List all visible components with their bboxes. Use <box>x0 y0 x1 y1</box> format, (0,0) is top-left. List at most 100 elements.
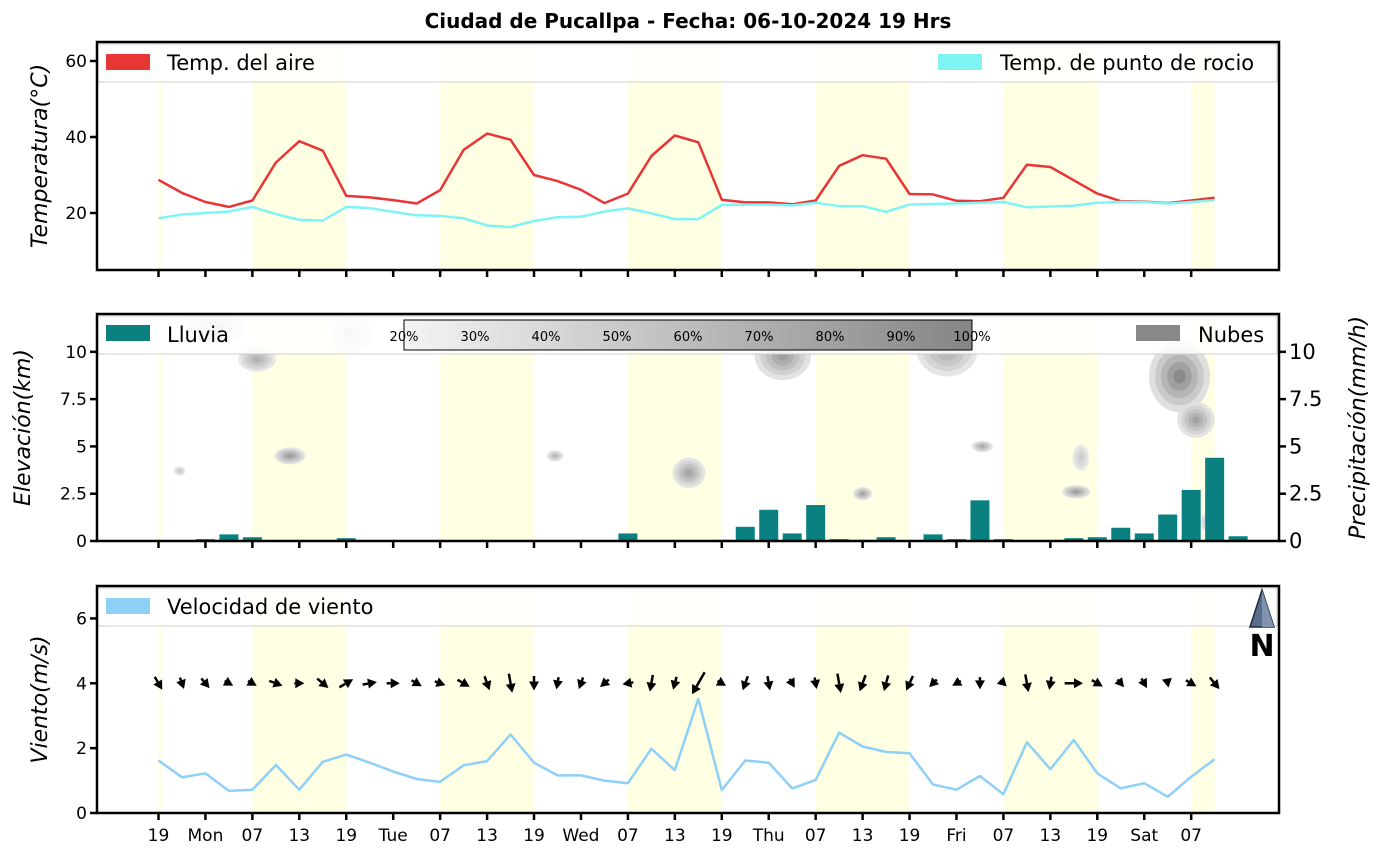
air-temperature-line <box>157 132 1215 209</box>
wind-arrow <box>715 676 727 686</box>
wind-arrow-head <box>1045 680 1056 690</box>
cloud-contour <box>178 470 181 472</box>
wind-arrow-shaft <box>1049 676 1053 682</box>
air-temperature-legend-label: Temp. del aire <box>166 51 315 75</box>
cloud-swatch <box>1136 325 1180 341</box>
wind-arrow <box>1185 677 1197 687</box>
daylight-band <box>158 586 163 813</box>
wind-arrow-head <box>222 676 234 686</box>
wind-arrow-shaft <box>178 677 183 681</box>
north-arrow-icon: N <box>1248 587 1276 664</box>
colorbar-label: 60% <box>674 330 703 345</box>
wind-arrow-head <box>577 678 587 690</box>
rain-bar <box>970 500 990 541</box>
x-tick-label: 07 <box>429 826 451 846</box>
colorbar-label: 30% <box>461 330 490 345</box>
wind-arrow <box>622 677 634 688</box>
x-tick-label: 13 <box>1040 826 1062 846</box>
wind-arrow-head <box>974 680 985 690</box>
wind-arrow <box>529 676 540 691</box>
wind-arrow <box>785 677 795 688</box>
y-tick-label: 40 <box>65 128 87 148</box>
rain-bar <box>618 533 638 541</box>
x-tick-label: 19 <box>899 826 921 846</box>
wind-arrow <box>1114 677 1125 688</box>
x-tick-label: 07 <box>242 826 264 846</box>
wind-arrow-shaft <box>483 675 488 683</box>
wind-arrow-shaft <box>836 673 841 685</box>
wind-arrow-shaft <box>695 671 706 688</box>
y-axis-label: Viento(m/s) <box>28 635 53 763</box>
wind-arrow-head <box>1114 677 1125 688</box>
x-tick-label: 13 <box>852 826 874 846</box>
wind-arrow-head <box>670 679 681 690</box>
x-tick-label: Thu <box>752 826 785 846</box>
cloud-contour <box>685 469 693 476</box>
north-label: N <box>1249 629 1274 664</box>
wind-arrow-head <box>459 677 470 687</box>
x-tick-label: 19 <box>523 826 545 846</box>
wind-arrow-shaft <box>1140 677 1144 681</box>
wind-arrow <box>362 678 377 689</box>
cloud-contour <box>1173 369 1186 384</box>
panel-frame <box>95 312 1281 543</box>
wind-arrow-head <box>1138 677 1148 689</box>
x-tick-label: 07 <box>617 826 639 846</box>
wind-arrow <box>410 677 422 687</box>
rain-bar <box>1228 536 1248 541</box>
wind-arrow-head <box>715 676 727 686</box>
wind-arrow <box>881 675 892 692</box>
wind-arrow <box>577 677 587 690</box>
colorbar-label: 70% <box>745 330 774 345</box>
x-tick-label: 19 <box>335 826 357 846</box>
wind-arrow-head <box>1209 678 1220 690</box>
x-tick-label: 07 <box>1180 826 1202 846</box>
rain-bar <box>759 509 779 541</box>
rain-bar <box>923 534 943 541</box>
x-tick-label: 13 <box>664 826 686 846</box>
wind-arrow <box>553 676 563 690</box>
daylight-band <box>1191 42 1215 270</box>
wind-arrow <box>691 671 706 695</box>
x-tick-label: 07 <box>993 826 1015 846</box>
wind-arrow-shaft <box>744 675 749 683</box>
wind-arrow-head <box>1186 677 1197 687</box>
wind-arrow <box>600 677 611 687</box>
wind-arrow-shaft <box>674 676 678 682</box>
wind-arrow-head <box>763 680 774 691</box>
wind-arrow-head <box>881 681 892 692</box>
wind-arrow <box>905 675 915 691</box>
wind-arrow-head <box>553 679 563 690</box>
wind-arrow-shaft <box>268 679 275 684</box>
colorbar-label: 50% <box>603 330 632 345</box>
colorbar-label: 80% <box>816 330 845 345</box>
wind-arrow <box>763 675 774 691</box>
wind-arrow-shaft <box>650 674 655 683</box>
wind-arrow-head <box>153 679 163 690</box>
colorbar-box <box>403 319 973 351</box>
wind-legend: Velocidad de viento <box>97 587 1278 627</box>
rain-bar <box>735 526 755 541</box>
legend-box <box>97 587 1278 627</box>
colorbar-label: 20% <box>390 330 419 345</box>
dewpoint-line <box>158 198 1215 229</box>
wind-arrow-shaft <box>580 677 585 682</box>
wind-arrow <box>505 673 516 693</box>
x-tick-label: 13 <box>288 826 310 846</box>
x-tick-label: 07 <box>805 826 827 846</box>
wind-arrow-shaft <box>1091 679 1096 684</box>
north-arrow-highlight <box>1262 590 1274 627</box>
wind-arrow-shaft <box>153 676 159 683</box>
wind-arrow-shaft <box>861 674 867 684</box>
x-tick-label: 19 <box>148 826 170 846</box>
wind-arrow-head <box>996 676 1007 687</box>
wind-arrow-head <box>176 678 186 689</box>
rain-bar <box>1134 533 1154 541</box>
wind-arrow <box>294 678 305 689</box>
wind-arrow <box>929 677 940 688</box>
wind-arrow-head <box>834 683 845 693</box>
y-tick-label: 2.5 <box>60 485 87 505</box>
